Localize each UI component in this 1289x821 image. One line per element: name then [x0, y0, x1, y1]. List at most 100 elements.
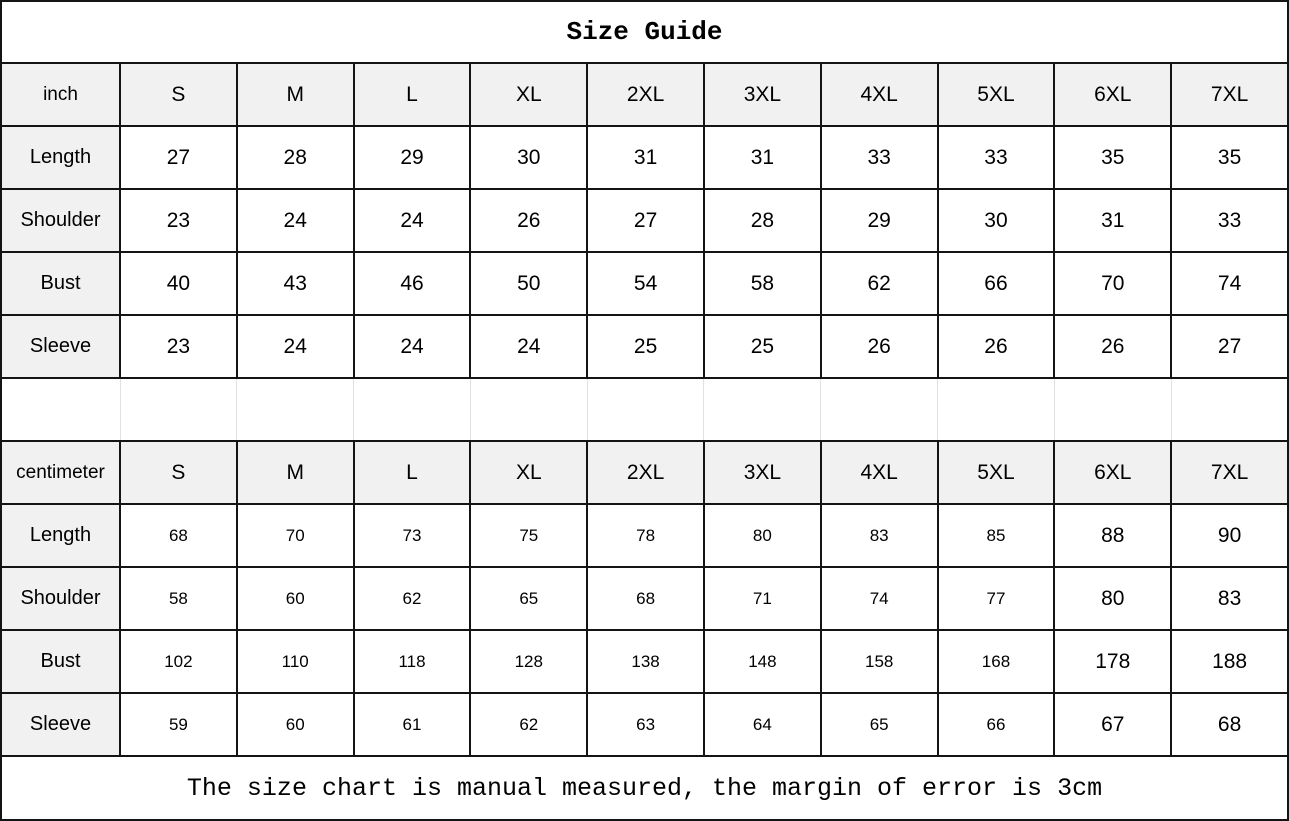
size-header-cell: 3XL	[702, 62, 822, 127]
size-header-cell: L	[352, 440, 472, 505]
value-cell: 68	[119, 503, 238, 568]
value-cell: 118	[352, 629, 472, 694]
value-cell: 75	[469, 503, 589, 568]
value-cell: 63	[586, 692, 705, 757]
value-cell: 148	[702, 629, 822, 694]
row-label: Bust	[0, 629, 121, 694]
row-label: Bust	[0, 251, 121, 316]
size-header-cell: 4XL	[819, 62, 939, 127]
size-header-cell: S	[119, 62, 238, 127]
size-header-cell: 2XL	[586, 62, 705, 127]
value-cell: 33	[819, 125, 939, 190]
value-cell: 23	[119, 314, 238, 379]
value-cell: 26	[819, 314, 939, 379]
row-label: Sleeve	[0, 692, 121, 757]
separator-cell	[820, 377, 939, 442]
value-cell: 128	[469, 629, 589, 694]
value-cell: 24	[235, 314, 355, 379]
value-cell: 31	[1053, 188, 1173, 253]
value-cell: 31	[702, 125, 822, 190]
title-row: Size Guide	[0, 0, 1289, 64]
value-cell: 30	[936, 188, 1056, 253]
table-row: Shoulder 23 24 24 26 27 28 29 30 31 33	[0, 188, 1289, 253]
value-cell: 62	[469, 692, 589, 757]
value-cell: 66	[936, 251, 1056, 316]
separator-cell	[236, 377, 355, 442]
table-row: Bust 40 43 46 50 54 58 62 66 70 74	[0, 251, 1289, 316]
value-cell: 62	[352, 566, 472, 631]
value-cell: 68	[1170, 692, 1289, 757]
value-cell: 168	[936, 629, 1056, 694]
row-label: Shoulder	[0, 566, 121, 631]
value-cell: 80	[1053, 566, 1173, 631]
value-cell: 83	[1170, 566, 1289, 631]
value-cell: 58	[702, 251, 822, 316]
value-cell: 60	[235, 692, 355, 757]
unit-label: inch	[0, 62, 121, 127]
value-cell: 24	[235, 188, 355, 253]
value-cell: 61	[352, 692, 472, 757]
size-header-cell: 3XL	[702, 440, 822, 505]
value-cell: 26	[469, 188, 589, 253]
value-cell: 58	[119, 566, 238, 631]
value-cell: 110	[235, 629, 355, 694]
size-header-cell: 4XL	[819, 440, 939, 505]
row-label: Length	[0, 125, 121, 190]
value-cell: 33	[936, 125, 1056, 190]
value-cell: 66	[936, 692, 1056, 757]
separator-row	[0, 377, 1289, 442]
table-row: Sleeve 59 60 61 62 63 64 65 66 67 68	[0, 692, 1289, 757]
page-title: Size Guide	[0, 0, 1289, 64]
value-cell: 62	[819, 251, 939, 316]
value-cell: 24	[469, 314, 589, 379]
value-cell: 29	[352, 125, 472, 190]
value-cell: 78	[586, 503, 705, 568]
separator-cell	[937, 377, 1055, 442]
row-label: Sleeve	[0, 314, 121, 379]
value-cell: 23	[119, 188, 238, 253]
size-header-cell: S	[119, 440, 238, 505]
value-cell: 70	[235, 503, 355, 568]
footer-row: The size chart is manual measured, the m…	[0, 755, 1289, 821]
table-row: Bust 102 110 118 128 138 148 158 168 178 188	[0, 629, 1289, 694]
value-cell: 30	[469, 125, 589, 190]
value-cell: 24	[352, 314, 472, 379]
value-cell: 60	[235, 566, 355, 631]
value-cell: 65	[469, 566, 589, 631]
size-header-cell: M	[235, 62, 355, 127]
separator-cell	[586, 377, 705, 442]
size-header-cell: 7XL	[1170, 440, 1289, 505]
row-label: Length	[0, 503, 121, 568]
value-cell: 29	[819, 188, 939, 253]
row-label: Shoulder	[0, 188, 121, 253]
value-cell: 26	[936, 314, 1056, 379]
footer-note: The size chart is manual measured, the m…	[0, 755, 1289, 821]
value-cell: 33	[1170, 188, 1289, 253]
size-header-cell: 6XL	[1053, 62, 1173, 127]
size-header-cell: 5XL	[936, 62, 1056, 127]
unit-label: centimeter	[0, 440, 121, 505]
separator-cell	[1053, 377, 1172, 442]
size-header-cell: 7XL	[1170, 62, 1289, 127]
separator-cell	[353, 377, 471, 442]
size-header-cell: 2XL	[586, 440, 705, 505]
size-header-cell: M	[235, 440, 355, 505]
value-cell: 50	[469, 251, 589, 316]
value-cell: 83	[819, 503, 939, 568]
value-cell: 178	[1053, 629, 1173, 694]
value-cell: 46	[352, 251, 472, 316]
value-cell: 71	[702, 566, 822, 631]
value-cell: 138	[586, 629, 705, 694]
table-row: Length 27 28 29 30 31 31 33 33 35 35	[0, 125, 1289, 190]
value-cell: 35	[1053, 125, 1173, 190]
separator-cell	[0, 377, 121, 442]
separator-cell	[469, 377, 588, 442]
value-cell: 102	[119, 629, 238, 694]
value-cell: 27	[119, 125, 238, 190]
value-cell: 28	[235, 125, 355, 190]
value-cell: 70	[1053, 251, 1173, 316]
value-cell: 27	[1170, 314, 1289, 379]
value-cell: 31	[586, 125, 705, 190]
value-cell: 54	[586, 251, 705, 316]
